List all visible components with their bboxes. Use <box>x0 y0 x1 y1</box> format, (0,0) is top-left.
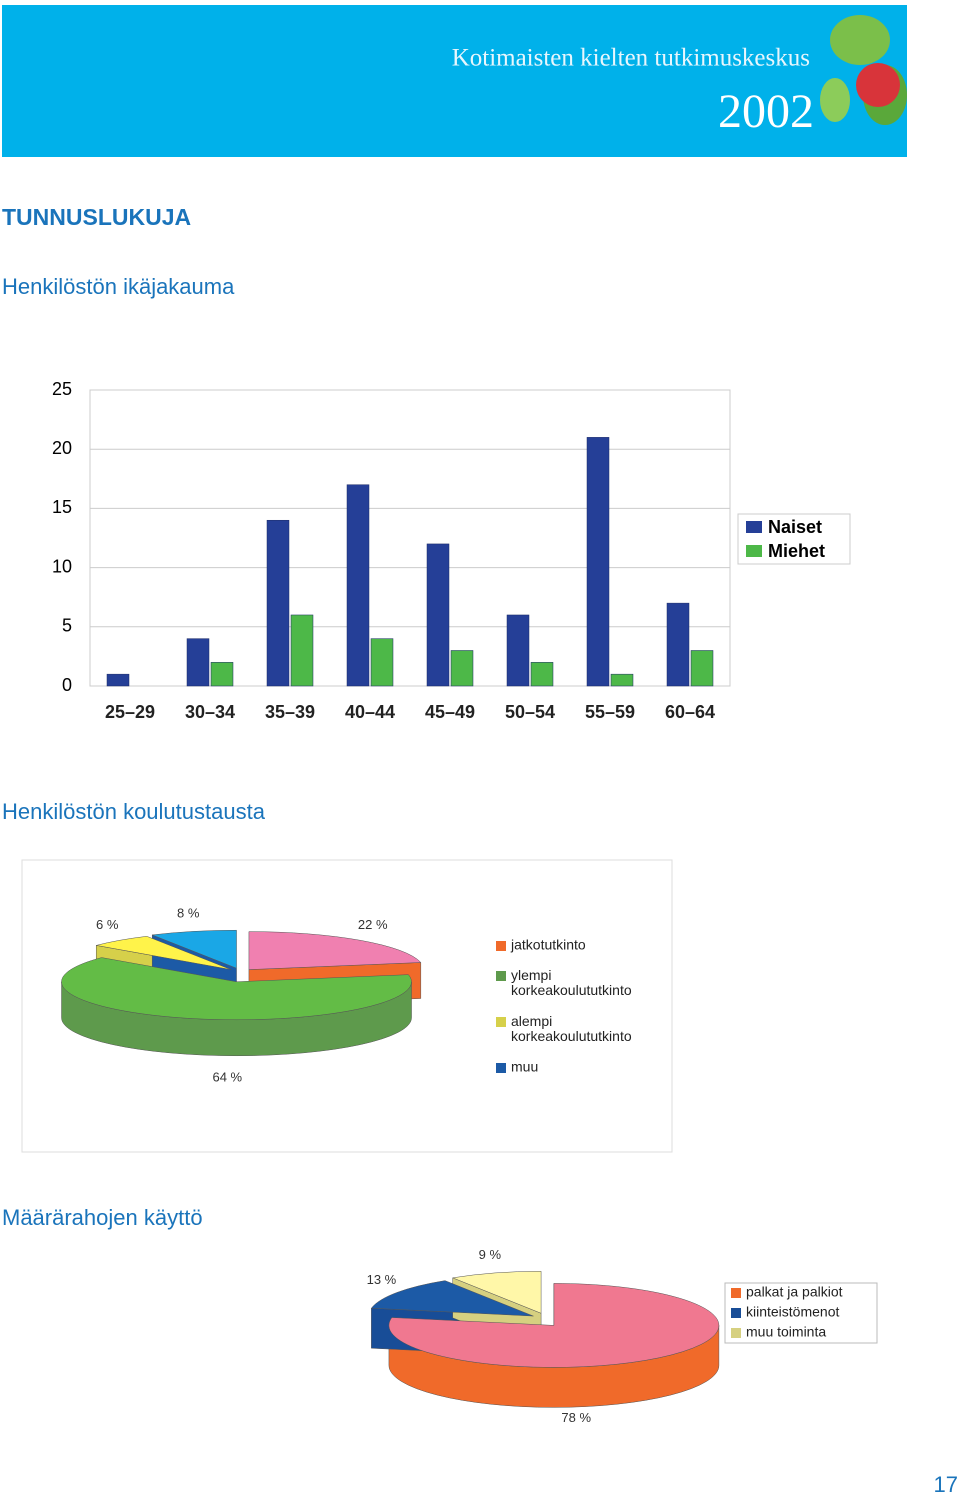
bar <box>506 614 530 687</box>
slice <box>370 1280 534 1317</box>
x-tick-label: 55–59 <box>585 702 635 722</box>
heading: Henkilöstön ikäjakauma <box>2 274 235 299</box>
legend-swatch <box>746 545 762 557</box>
x-tick-label: 50–54 <box>505 702 555 722</box>
x-tick-label: 30–34 <box>185 702 235 722</box>
organization: Kotimaisten kielten tutkimuskeskus <box>452 45 810 72</box>
value-label: 13 % <box>367 1272 397 1287</box>
legend-box <box>724 1282 878 1344</box>
legend-label: muu toiminta <box>746 1324 826 1340</box>
bar <box>530 662 554 687</box>
y-tick-label: 15 <box>52 497 72 517</box>
page-number: 17 <box>934 1472 958 1497</box>
bar <box>426 543 450 687</box>
legend-label: palkat ja palkiot <box>746 1284 843 1300</box>
chart-frame <box>21 859 673 1153</box>
value-label: 6 % <box>96 917 119 932</box>
x-tick-label: 35–39 <box>265 702 315 722</box>
y-tick-label: 25 <box>52 379 72 399</box>
bar <box>666 602 690 687</box>
slice <box>61 957 412 1021</box>
bar <box>266 519 290 687</box>
plot-frame <box>89 389 731 687</box>
y-tick-label: 10 <box>52 556 72 576</box>
legend-swatch <box>731 1328 741 1338</box>
legend-swatch <box>731 1288 741 1298</box>
slice <box>152 929 237 969</box>
slice <box>96 936 232 970</box>
legend-swatch <box>496 971 506 981</box>
y-tick-label: 20 <box>52 438 72 458</box>
legend-label: muu <box>511 1059 538 1075</box>
bar <box>450 650 474 687</box>
legend-swatch <box>731 1308 741 1318</box>
heading: Määrärahojen käyttö <box>2 1205 203 1230</box>
bar <box>210 662 234 687</box>
value-label: 78 % <box>561 1410 591 1425</box>
slice <box>248 931 422 970</box>
legend-swatch <box>746 521 762 533</box>
legend-label: alempi korkeakoulututkinto <box>511 1013 632 1044</box>
y-tick-label: 0 <box>62 675 72 695</box>
year: 2002 <box>718 85 814 138</box>
heading: Henkilöstön koulutustausta <box>2 799 266 824</box>
slice <box>451 1271 542 1314</box>
y-tick-label: 5 <box>62 616 72 636</box>
x-tick-label: 25–29 <box>105 702 155 722</box>
x-tick-label: 45–49 <box>425 702 475 722</box>
legend-label: Naiset <box>768 517 822 537</box>
legend-swatch <box>496 1063 506 1073</box>
value-label: 9 % <box>479 1247 502 1262</box>
bar <box>690 650 714 687</box>
value-label: 22 % <box>358 917 388 932</box>
bar <box>586 437 610 687</box>
apple-decoration <box>820 15 907 125</box>
legend-swatch <box>496 941 506 951</box>
legend-swatch <box>496 1017 506 1027</box>
bar <box>370 638 394 687</box>
bar <box>346 484 370 687</box>
x-tick-label: 40–44 <box>345 702 395 722</box>
value-label: 64 % <box>212 1070 242 1085</box>
bar <box>610 673 634 687</box>
bar <box>186 638 210 687</box>
legend-label: Miehet <box>768 541 825 561</box>
header-band <box>2 5 907 157</box>
legend-label: jatkotutkinto <box>510 937 586 953</box>
bar <box>290 614 314 687</box>
section-title: TUNNUSLUKUJA <box>2 204 191 230</box>
bar <box>106 673 130 687</box>
slice <box>388 1283 720 1368</box>
legend-label: kiinteistömenot <box>746 1304 839 1320</box>
x-tick-label: 60–64 <box>665 702 715 722</box>
value-label: 8 % <box>177 905 200 920</box>
legend-label: ylempi korkeakoulututkinto <box>511 967 632 998</box>
